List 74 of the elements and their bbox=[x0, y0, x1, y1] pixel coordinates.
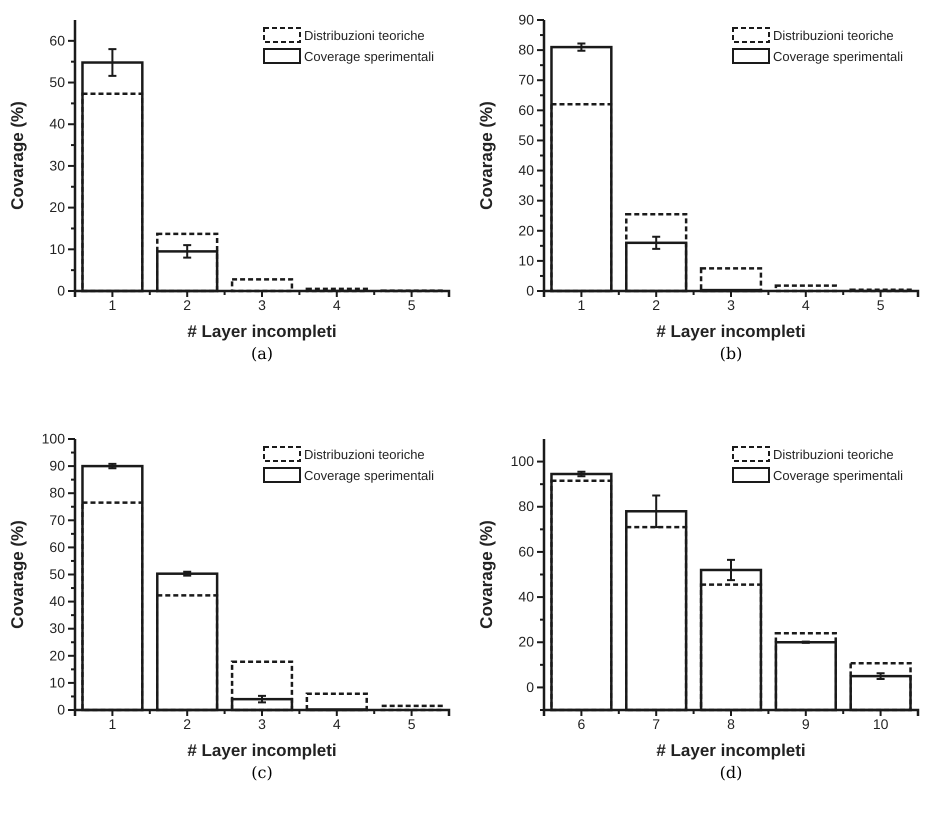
legend-label: Distribuzioni teoriche bbox=[773, 447, 894, 462]
x-tick-label: 2 bbox=[183, 716, 192, 732]
x-tick-label: 3 bbox=[727, 296, 736, 313]
y-tick-label: 60 bbox=[518, 102, 534, 118]
y-tick-label: 60 bbox=[49, 32, 66, 48]
y-axis-title: Covarage (%) bbox=[477, 520, 496, 629]
legend-label: Distribuzioni teoriche bbox=[304, 28, 425, 43]
y-tick-label: 90 bbox=[49, 458, 66, 474]
y-tick-label: 60 bbox=[49, 538, 66, 555]
y-tick-label: 30 bbox=[49, 620, 66, 636]
legend-label: Coverage sperimentali bbox=[773, 49, 904, 64]
y-tick-label: 40 bbox=[518, 588, 534, 605]
y-tick-label: 50 bbox=[518, 132, 534, 148]
x-tick-label: 10 bbox=[872, 716, 889, 732]
x-axis-title: # Layer incompleti bbox=[187, 322, 337, 341]
y-tick-label: 50 bbox=[49, 74, 66, 90]
x-tick-label: 3 bbox=[258, 296, 266, 313]
y-tick-label: 80 bbox=[518, 498, 534, 514]
y-tick-label: 40 bbox=[518, 162, 534, 178]
x-tick-label: 5 bbox=[408, 716, 416, 732]
y-tick-label: 60 bbox=[518, 543, 534, 560]
x-tick-label: 5 bbox=[876, 296, 885, 313]
x-tick-label: 6 bbox=[578, 716, 586, 732]
y-tick-label: 10 bbox=[49, 674, 66, 690]
x-tick-label: 1 bbox=[108, 296, 116, 313]
y-axis-title: Covarage (%) bbox=[8, 520, 27, 629]
x-tick-label: 7 bbox=[652, 716, 660, 732]
text: (a) bbox=[250, 344, 274, 363]
y-tick-label: 30 bbox=[518, 192, 534, 208]
x-axis-title: # Layer incompleti bbox=[656, 741, 806, 760]
x-tick-label: 8 bbox=[727, 716, 736, 732]
legend-label: Coverage sperimentali bbox=[304, 49, 434, 64]
y-tick-label: 10 bbox=[49, 240, 66, 257]
y-tick-label: 40 bbox=[49, 593, 66, 610]
x-tick-label: 5 bbox=[408, 296, 416, 313]
y-tick-label: 20 bbox=[49, 199, 66, 216]
x-axis-title: # Layer incompleti bbox=[656, 322, 806, 341]
y-tick-label: 80 bbox=[518, 42, 534, 58]
y-tick-label: 40 bbox=[49, 116, 66, 132]
x-tick-label: 4 bbox=[332, 716, 341, 732]
x-tick-label: 4 bbox=[802, 296, 810, 313]
x-axis-title: # Layer incompleti bbox=[187, 741, 337, 760]
y-tick-label: 80 bbox=[49, 484, 66, 501]
y-tick-label: 10 bbox=[518, 252, 534, 268]
y-axis-title: Covarage (%) bbox=[8, 101, 27, 210]
y-tick-label: 100 bbox=[510, 453, 534, 470]
x-tick-label: 4 bbox=[332, 296, 341, 313]
y-tick-label: 70 bbox=[518, 72, 534, 88]
y-axis-title: Covarage (%) bbox=[477, 101, 496, 210]
x-tick-label: 2 bbox=[183, 296, 192, 313]
x-tick-label: 3 bbox=[258, 716, 266, 732]
y-tick-label: 20 bbox=[518, 634, 534, 650]
legend-label: Distribuzioni teoriche bbox=[773, 28, 894, 43]
text: (c) bbox=[251, 763, 273, 782]
x-tick-label: 1 bbox=[578, 296, 586, 313]
y-tick-label: 90 bbox=[518, 11, 534, 28]
legend-label: Coverage sperimentali bbox=[773, 468, 904, 483]
x-tick-label: 1 bbox=[108, 716, 116, 732]
y-tick-label: 50 bbox=[49, 566, 66, 582]
y-tick-label: 30 bbox=[49, 157, 66, 174]
x-tick-label: 9 bbox=[802, 716, 810, 732]
y-tick-label: 0 bbox=[526, 678, 534, 695]
y-tick-label: 0 bbox=[526, 282, 534, 298]
y-tick-label: 20 bbox=[49, 647, 66, 664]
x-tick-label: 2 bbox=[652, 296, 660, 313]
y-tick-label: 100 bbox=[42, 430, 66, 446]
legend-label: Distribuzioni teoriche bbox=[304, 447, 425, 462]
text: (b) bbox=[720, 344, 742, 363]
text: (d) bbox=[720, 763, 742, 782]
y-tick-label: 0 bbox=[57, 701, 66, 718]
y-tick-label: 0 bbox=[57, 282, 66, 298]
y-tick-label: 20 bbox=[518, 222, 534, 238]
y-tick-label: 70 bbox=[49, 512, 66, 528]
legend-label: Coverage sperimentali bbox=[304, 468, 434, 483]
